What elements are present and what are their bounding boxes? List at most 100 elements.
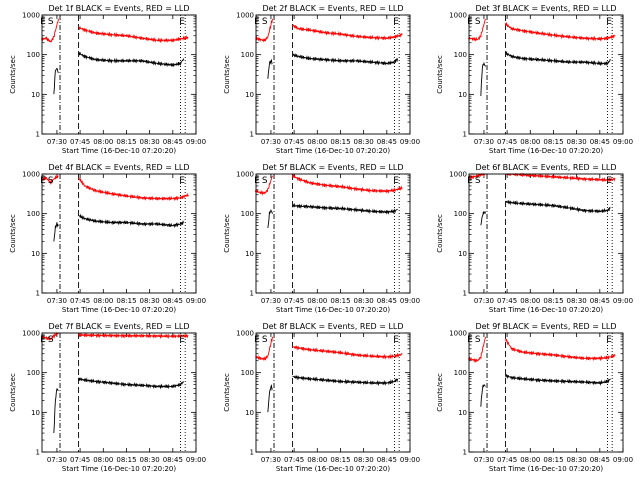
y-tick-label: 10 <box>458 250 467 258</box>
x-tick-label: 08:00 <box>93 456 113 464</box>
y-tick-label: 100 <box>454 369 467 377</box>
y-tick-label: 1 <box>250 449 254 457</box>
y-tick-label: 1 <box>36 131 40 139</box>
event-letter-marker: E <box>606 17 612 27</box>
event-letter-marker: S <box>475 17 481 27</box>
plot-frame <box>41 173 197 294</box>
x-tick-label: 08:15 <box>330 456 350 464</box>
x-tick-label: 08:00 <box>93 297 113 305</box>
event-letter-marker: S <box>262 17 268 27</box>
x-axis-label: Start Time (16-Dec-10 07:20:20) <box>489 306 603 314</box>
y-axis-label: Counts/sec <box>223 214 231 253</box>
detector-panel: Det 5f BLACK = Events, RED = LLD Counts/s… <box>223 163 420 314</box>
x-tick-label: 08:00 <box>93 138 113 146</box>
event-letter-marker: E <box>393 335 399 345</box>
x-axis-label: Start Time (16-Dec-10 07:20:20) <box>62 306 176 314</box>
x-tick-label: 08:30 <box>567 138 587 146</box>
x-tick-label: 07:45 <box>70 456 90 464</box>
y-tick-label: 1 <box>463 290 467 298</box>
events-series-line <box>505 199 611 214</box>
events-series-line <box>78 377 185 390</box>
event-letter-marker: E <box>467 17 473 27</box>
x-tick-label: 07:30 <box>261 456 281 464</box>
y-tick-label: 10 <box>31 91 40 99</box>
x-tick-label: 08:30 <box>567 456 587 464</box>
y-tick-label: 1000 <box>22 330 40 338</box>
y-tick-label: 1 <box>463 449 467 457</box>
y-tick-label: 1 <box>463 131 467 139</box>
event-letter-marker: S <box>475 335 481 345</box>
y-axis-label: Counts/sec <box>436 373 444 412</box>
x-tick-label: 08:30 <box>140 297 160 305</box>
y-tick-label: 10 <box>245 250 254 258</box>
y-tick-label: 100 <box>241 51 254 59</box>
x-tick-label: 07:30 <box>261 297 281 305</box>
y-tick-label: 100 <box>241 369 254 377</box>
event-letter-marker: S <box>262 176 268 186</box>
x-tick-label: 07:45 <box>497 297 517 305</box>
event-letter-marker: E <box>606 176 612 186</box>
lld-series-line <box>78 332 189 340</box>
y-tick-label: 10 <box>245 91 254 99</box>
x-tick-label: 08:15 <box>116 297 136 305</box>
plot-frame <box>468 14 624 135</box>
x-tick-label: 09:00 <box>613 456 633 464</box>
x-tick-label: 07:45 <box>497 456 517 464</box>
plot-frame <box>41 332 197 453</box>
lld-series-line <box>78 25 189 44</box>
x-tick-label: 07:45 <box>70 297 90 305</box>
events-series-line <box>480 61 486 96</box>
event-letter-marker: S <box>262 335 268 345</box>
event-letter-marker: E <box>606 335 612 345</box>
x-tick-label: 08:30 <box>354 297 374 305</box>
detector-panel: Det 6f BLACK = Events, RED = LLD Counts/s… <box>436 163 633 314</box>
panel-title: Det 2f BLACK = Events, RED = LLD <box>262 4 403 13</box>
events-series-line <box>78 51 185 68</box>
events-series-line <box>292 202 398 215</box>
lld-series-line <box>505 21 616 42</box>
events-series-line <box>480 384 486 407</box>
events-series-line <box>78 213 185 229</box>
x-tick-label: 09:00 <box>400 297 420 305</box>
y-tick-label: 10 <box>245 409 254 417</box>
lld-series-line <box>292 345 403 360</box>
events-series-line <box>267 208 273 229</box>
y-tick-label: 100 <box>27 369 40 377</box>
y-axis-label: Counts/sec <box>9 55 17 94</box>
y-tick-label: 10 <box>31 409 40 417</box>
y-tick-label: 1 <box>36 290 40 298</box>
lld-series-line <box>255 336 273 361</box>
x-axis-label: Start Time (16-Dec-10 07:20:20) <box>62 465 176 473</box>
lld-series-line <box>255 175 273 196</box>
lld-series-line <box>78 177 189 202</box>
plot-frame <box>468 332 624 453</box>
x-tick-label: 08:45 <box>163 456 183 464</box>
x-tick-label: 07:30 <box>261 138 281 146</box>
events-series-line <box>53 222 59 242</box>
x-tick-label: 07:30 <box>474 138 494 146</box>
y-tick-label: 10 <box>458 409 467 417</box>
x-tick-label: 08:45 <box>590 297 610 305</box>
x-tick-label: 08:15 <box>330 138 350 146</box>
y-tick-label: 1000 <box>449 12 467 20</box>
x-tick-label: 08:15 <box>116 456 136 464</box>
event-letter-marker: E <box>179 335 185 345</box>
x-tick-label: 08:45 <box>377 297 397 305</box>
events-series-line <box>267 384 273 413</box>
y-tick-label: 1000 <box>22 171 40 179</box>
panel-title: Det 3f BLACK = Events, RED = LLD <box>475 4 616 13</box>
y-tick-label: 1 <box>250 290 254 298</box>
x-tick-label: 08:15 <box>543 138 563 146</box>
x-tick-label: 09:00 <box>613 297 633 305</box>
x-tick-label: 09:00 <box>400 456 420 464</box>
panel-title: Det 1f BLACK = Events, RED = LLD <box>48 4 189 13</box>
lld-series-line <box>468 172 486 180</box>
x-tick-label: 09:00 <box>400 138 420 146</box>
event-letter-marker: E <box>179 176 185 186</box>
events-series-line <box>480 210 486 226</box>
lld-series-line <box>292 24 403 41</box>
detector-panel: Det 1f BLACK = Events, RED = LLD Counts/s… <box>9 4 206 155</box>
x-tick-label: 09:00 <box>186 297 206 305</box>
event-letter-marker: S <box>48 176 54 186</box>
